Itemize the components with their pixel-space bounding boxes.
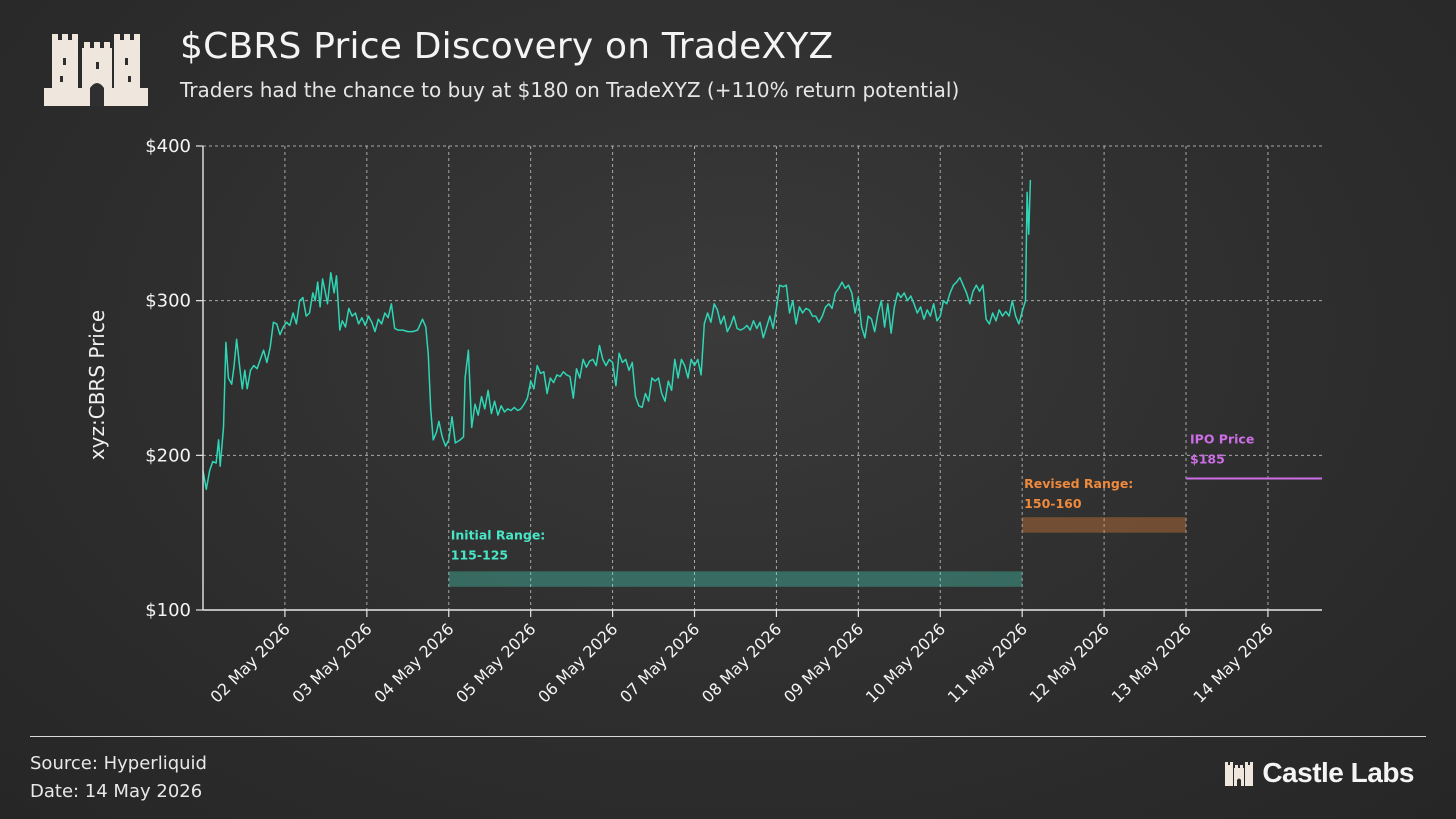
y-tick-labels: $100 $200 $300 $400 — [145, 136, 191, 621]
x-tick-label: 08 May 2026 — [698, 619, 785, 706]
x-tick-label: 05 May 2026 — [452, 619, 539, 706]
x-tick-label: 03 May 2026 — [288, 619, 375, 706]
castle-brand-icon — [1225, 762, 1254, 786]
x-tick-label: 04 May 2026 — [370, 619, 457, 706]
initial-range-band — [448, 571, 1023, 587]
x-tick-label: 13 May 2026 — [1108, 619, 1195, 706]
chart-subtitle: Traders had the chance to buy at $180 on… — [180, 78, 960, 102]
source-note: Source: Hyperliquid — [30, 753, 207, 774]
y-tick-label: $100 — [145, 600, 191, 621]
revised-range-label: Revised Range: — [1024, 476, 1133, 491]
y-axis-label: xyz:CBRS Price — [85, 310, 109, 460]
x-tick-label: 02 May 2026 — [207, 619, 294, 706]
x-tick-label: 11 May 2026 — [944, 619, 1031, 706]
brand-name: Castle Labs — [1262, 757, 1414, 788]
series-layer — [202, 179, 1032, 491]
ipo-price-value: $185 — [1190, 452, 1225, 467]
y-tick-label: $400 — [145, 136, 191, 157]
chart-title: $CBRS Price Discovery on TradeXYZ — [180, 26, 834, 67]
grid-layer — [203, 145, 1322, 610]
annotation-layer — [448, 477, 1322, 587]
y-tick-label: $200 — [145, 445, 191, 466]
brand-logo: Castle Labs — [1224, 757, 1414, 789]
price-line-series — [202, 179, 1032, 491]
x-tick-label: 14 May 2026 — [1190, 619, 1277, 706]
revised-range-value: 150-160 — [1024, 496, 1082, 511]
ipo-price-label: IPO Price — [1190, 432, 1254, 447]
footer-divider — [30, 736, 1426, 737]
x-tick-label: 06 May 2026 — [534, 619, 621, 706]
x-tick-label: 12 May 2026 — [1026, 619, 1113, 706]
date-note: Date: 14 May 2026 — [30, 781, 203, 802]
castle-logo-icon — [44, 34, 148, 106]
x-tick-label: 10 May 2026 — [862, 619, 949, 706]
initial-range-label: Initial Range: — [451, 527, 546, 542]
revised-range-band — [1022, 517, 1187, 533]
axis-layer — [196, 145, 1322, 617]
y-tick-label: $300 — [145, 291, 191, 312]
initial-range-value: 115-125 — [451, 547, 508, 562]
x-tick-label: 09 May 2026 — [780, 619, 867, 706]
x-tick-label: 07 May 2026 — [616, 619, 703, 706]
